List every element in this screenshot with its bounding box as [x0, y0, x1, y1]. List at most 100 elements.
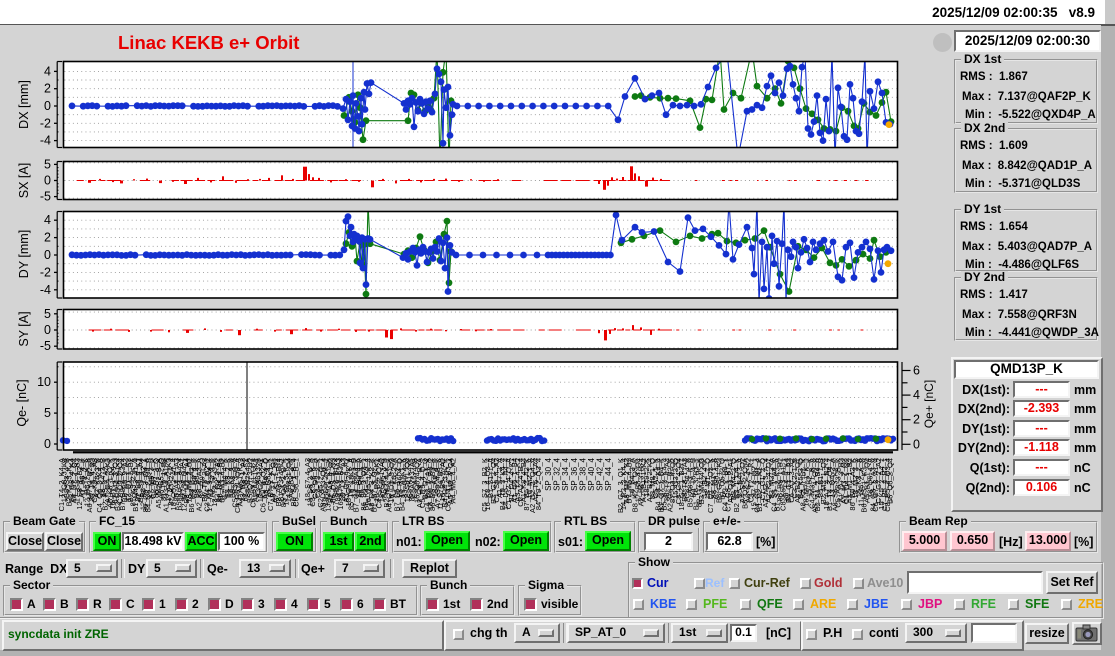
svg-text:C7_G8_1_B1_1: C7_G8_1_B1_1: [723, 458, 732, 512]
svg-text:SP_42_4: SP_42_4: [596, 457, 605, 490]
svg-text:B2_G1_2_Q4: B2_G1_2_Q4: [489, 458, 498, 504]
svg-text:85_T4_4_K4: 85_T4_4_K4: [781, 458, 790, 501]
svg-text:C1_G1_2_Q: C1_G1_2_Q: [758, 458, 767, 500]
svg-text:C8_K5_3_A1_1: C8_K5_3_A1_1: [778, 458, 787, 511]
svg-text:C4_D2_1_A1_A: C4_D2_1_A1_A: [423, 458, 432, 512]
svg-text:A5_B6_4_Q: A5_B6_4_Q: [261, 458, 270, 499]
svg-text:A5_M2_2_B_A: A5_M2_2_B_A: [154, 458, 163, 508]
svg-text:A1_M3_2_Q2: A1_M3_2_Q2: [839, 458, 848, 504]
svg-text:84_G8_1_A3_A: 84_G8_1_A3_A: [868, 458, 877, 511]
svg-text:A5_A6_1_K1: A5_A6_1_K1: [251, 458, 260, 502]
svg-text:A8_D7_3_Q1_4: A8_D7_3_Q1_4: [318, 458, 327, 512]
svg-text:16_G5_1_K_4: 16_G5_1_K_4: [364, 458, 373, 506]
svg-text:B8_S3_4_B: B8_S3_4_B: [62, 458, 71, 498]
svg-text:C2_D9_2_Q4: C2_D9_2_Q4: [116, 458, 125, 504]
svg-text:C5_A2_1_K: C5_A2_1_K: [651, 458, 660, 498]
svg-text:81_D4_4_K1: 81_D4_4_K1: [507, 458, 516, 502]
svg-text:C4_S1_2_Q_A: C4_S1_2_Q_A: [374, 458, 383, 508]
svg-text:0: 0: [44, 174, 51, 188]
svg-text:18_A6_4_K: 18_A6_4_K: [431, 458, 440, 497]
svg-text:C5_R9_4_Q_1: C5_R9_4_Q_1: [418, 458, 427, 508]
svg-text:A8_S8_3_K2_K: A8_S8_3_K2_K: [831, 458, 840, 511]
svg-text:0: 0: [913, 437, 920, 451]
svg-text:18_S7_4_A3: 18_S7_4_A3: [303, 458, 312, 501]
svg-text:B7_M5_4_B3: B7_M5_4_B3: [625, 458, 634, 503]
svg-text:SP_38_4: SP_38_4: [578, 457, 587, 490]
svg-text:A1_G3_4_A1_K: A1_G3_4_A1_K: [162, 458, 171, 512]
svg-text:18_D6_2_K_1: 18_D6_2_K_1: [321, 458, 330, 506]
svg-text:18_D9_2_A3_1: 18_D9_2_A3_1: [425, 458, 434, 510]
svg-text:87_B5_2_K2: 87_B5_2_K2: [241, 458, 250, 501]
svg-text:B8_B8_4_K: B8_B8_4_K: [192, 458, 201, 498]
svg-text:A6_M7_2_B2_A: A6_M7_2_B2_A: [85, 458, 94, 513]
svg-text:86_Q6_3_B_K: 86_Q6_3_B_K: [279, 458, 288, 507]
svg-text:18_K7_4_B: 18_K7_4_B: [225, 458, 234, 497]
svg-text:16_G8_4_K: 16_G8_4_K: [264, 458, 273, 498]
svg-text:88_K4_3_B: 88_K4_3_B: [98, 458, 107, 497]
svg-text:2: 2: [44, 82, 51, 96]
svg-text:C3_A4_4_Q2_1: C3_A4_4_Q2_1: [202, 458, 211, 512]
svg-text:B2_S4_2_B2: B2_S4_2_B2: [126, 458, 135, 502]
svg-text:B8_M4_2_Q: B8_M4_2_Q: [729, 458, 738, 500]
svg-text:18_B2_4_K: 18_B2_4_K: [700, 458, 709, 497]
svg-text:-2: -2: [40, 265, 51, 279]
svg-text:16_B9_2_A1: 16_B9_2_A1: [438, 458, 447, 501]
svg-text:B6_M3_2_A2_K: B6_M3_2_A2_K: [187, 458, 196, 513]
svg-text:18_G5_1_A1: 18_G5_1_A1: [377, 458, 386, 502]
svg-text:86_B9_1_B1: 86_B9_1_B1: [776, 458, 785, 501]
svg-text:18_M1_1_Q: 18_M1_1_Q: [703, 458, 712, 499]
svg-text:82_Q9_3_A2: 82_Q9_3_A2: [213, 458, 222, 502]
svg-text:SY [A]: SY [A]: [17, 311, 31, 346]
svg-text:18_Q6_4_A: 18_Q6_4_A: [865, 458, 874, 498]
svg-text:B1_M4_3_A1_4: B1_M4_3_A1_4: [131, 458, 140, 512]
svg-text:B3_Q7_1_B4_K: B3_Q7_1_B4_K: [657, 458, 666, 512]
svg-text:A7_B2_2_K4: A7_B2_2_K4: [645, 458, 654, 502]
svg-text:A3_M3_3_A_4: A3_M3_3_A_4: [761, 458, 770, 508]
svg-text:SP_36_4: SP_36_4: [570, 457, 579, 490]
svg-text:16_Q8_4_Q2: 16_Q8_4_Q2: [413, 458, 422, 503]
svg-text:C4_S1_1_A4_K: C4_S1_1_A4_K: [770, 458, 779, 512]
svg-text:A1_G6_1_B4: A1_G6_1_B4: [510, 458, 519, 503]
svg-text:DY [mm]: DY [mm]: [17, 230, 31, 278]
svg-text:B2_M2_1_Q4: B2_M2_1_Q4: [819, 458, 828, 504]
svg-text:5: 5: [44, 406, 51, 420]
svg-text:C8_G4_4_Q4: C8_G4_4_Q4: [674, 458, 683, 504]
svg-text:A3_Q3_2_A1: A3_Q3_2_A1: [726, 458, 735, 503]
svg-text:SX [A]: SX [A]: [17, 163, 31, 198]
svg-text:B4_G1_4_A3: B4_G1_4_A3: [784, 458, 793, 503]
svg-text:4: 4: [913, 388, 920, 402]
svg-text:B8_Q2_2_Q_A: B8_Q2_2_Q_A: [741, 458, 750, 509]
svg-text:A7_G9_4_B_K: A7_G9_4_B_K: [433, 458, 442, 508]
svg-text:18_G2_1_B3_1: 18_G2_1_B3_1: [677, 458, 686, 511]
svg-text:14_Q9_4_A: 14_Q9_4_A: [354, 458, 363, 498]
svg-text:84_S9_3_A1: 84_S9_3_A1: [177, 458, 186, 501]
svg-text:C2_B7_1_K: C2_B7_1_K: [149, 458, 158, 498]
svg-text:A4_A6_1_K_1: A4_A6_1_K_1: [236, 458, 245, 506]
svg-text:A7_M5_3_B: A7_M5_3_B: [146, 458, 155, 499]
svg-text:A2_G9_4_B_A: A2_G9_4_B_A: [415, 458, 424, 508]
svg-text:86_S6_3_Q2_1: 86_S6_3_Q2_1: [359, 458, 368, 511]
svg-text:C8_S4_4_A: C8_S4_4_A: [683, 458, 692, 498]
svg-text:11_T2_2_K: 11_T2_2_K: [80, 458, 89, 496]
svg-text:18_R4_3_K1: 18_R4_3_K1: [372, 458, 381, 502]
svg-text:C7_S8_2_B1_4: C7_S8_2_B1_4: [331, 458, 340, 511]
svg-text:A2_B4_3_B_4: A2_B4_3_B_4: [636, 458, 645, 506]
svg-text:C7_G7_2_A2: C7_G7_2_A2: [874, 458, 883, 503]
svg-text:A7_B1_1_K2: A7_B1_1_K2: [639, 458, 648, 502]
svg-text:85_T2_2_A3: 85_T2_2_A3: [339, 458, 348, 501]
svg-text:A6_B9_3_K: A6_B9_3_K: [287, 458, 296, 498]
svg-text:C1_T4_2_K4_A: C1_T4_2_K4_A: [57, 458, 66, 511]
svg-text:5: 5: [44, 307, 51, 321]
svg-text:16_K8_4_Q3_4: 16_K8_4_Q3_4: [483, 458, 492, 511]
svg-text:18_G9_2_K_4: 18_G9_2_K_4: [344, 458, 353, 506]
svg-text:C5_D9_3_B: C5_D9_3_B: [311, 458, 320, 499]
svg-text:C4_R6_1_Q3_A: C4_R6_1_Q3_A: [233, 458, 242, 513]
svg-text:86_D3_4_Q3: 86_D3_4_Q3: [329, 458, 338, 503]
svg-text:12_M7_4_Q4_1: 12_M7_4_Q4_1: [179, 458, 188, 512]
svg-text:C4_R2_2_B4_1: C4_R2_2_B4_1: [720, 458, 729, 511]
svg-text:B1_S5_4_A4: B1_S5_4_A4: [136, 458, 145, 502]
svg-text:A3_T4_4_K2: A3_T4_4_K2: [513, 458, 522, 502]
svg-text:B2_K7_3_K_1: B2_K7_3_K_1: [65, 458, 74, 506]
svg-text:17_R6_2_K3: 17_R6_2_K3: [164, 458, 173, 502]
svg-text:B4_T9_3_K4_4: B4_T9_3_K4_4: [498, 458, 507, 510]
